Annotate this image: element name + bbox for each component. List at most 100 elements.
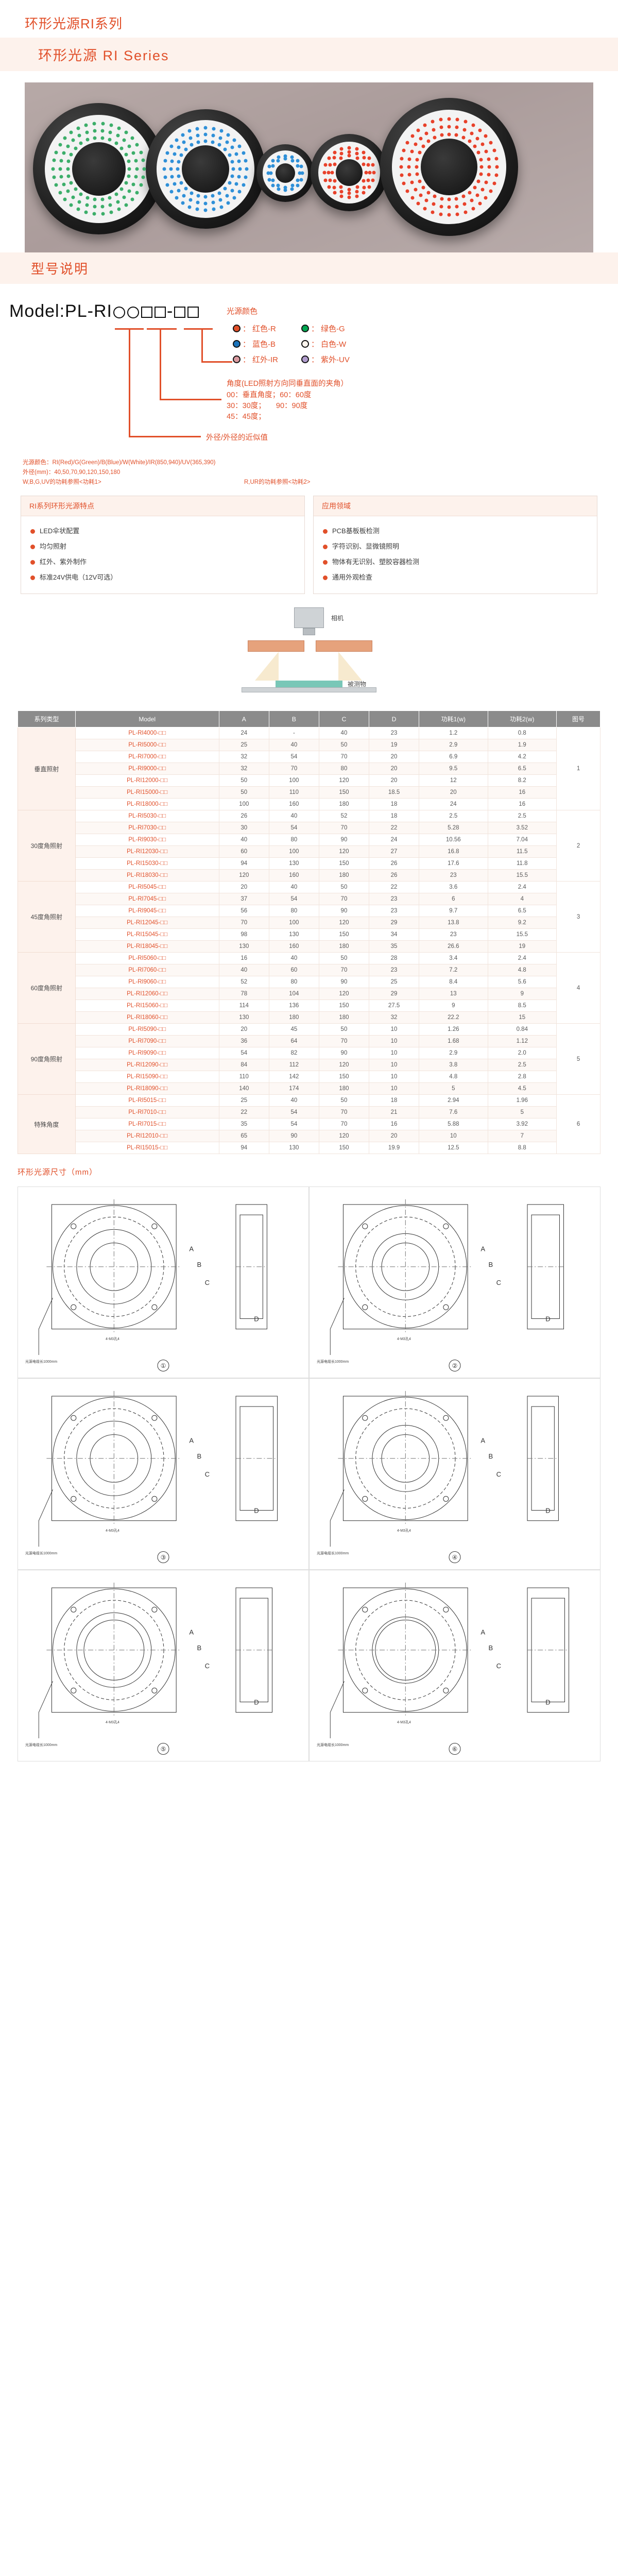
legend-item-green: ： 绿色-G [301, 323, 345, 334]
bullet-icon [323, 529, 328, 534]
outer-diameter-legend: 外径/外径的近似值 [206, 434, 268, 442]
model-notes: 光源颜色：RI(Red)/G(Green)/B(Blue)/W(White)/I… [0, 456, 618, 487]
svg-text:A: A [189, 1437, 194, 1445]
svg-text:C: C [205, 1662, 210, 1670]
value-cell: 150 [318, 1071, 369, 1083]
table-row: PL-RI15090-□□ 110 142 150 10 4.8 2.8 [18, 1071, 600, 1083]
value-cell: 8.4 [419, 976, 488, 988]
cable-length-label: 光源电缆长1000mm [25, 1743, 58, 1747]
svg-text:B: B [488, 1261, 493, 1268]
series-group-cell: 60度角照射 [18, 952, 76, 1024]
table-row: PL-RI15030-□□ 94 130 150 26 17.6 11.8 [18, 857, 600, 870]
note-power: W,B,G,UV的功耗参照<功耗1> R,UR的功耗参照<功耗2> [23, 478, 618, 487]
table-row: PL-RI7045-□□ 37 54 70 23 6 4 [18, 893, 600, 905]
svg-text:D: D [254, 1315, 259, 1323]
value-cell: 180 [268, 1011, 319, 1024]
value-cell: 4.8 [419, 1071, 488, 1083]
value-cell: 180 [318, 940, 369, 953]
table-row: 垂直照射 PL-RI4000-□□ 24-40 23 1.2 0.8 1 [18, 727, 600, 810]
figure-number-cell: 1 [556, 727, 600, 810]
legend-item-blue: ： 蓝色-B [233, 338, 276, 349]
value-cell: 100 [268, 917, 319, 929]
table-row: PL-RI5000-□□ 25 40 50 19 2.9 1.9 [18, 739, 600, 751]
value-cell: 30 [218, 822, 269, 834]
model-cell: PL-RI5045-□□ [75, 881, 219, 893]
value-cell: 10.56 [419, 834, 488, 846]
value-cell: 54 [268, 1106, 319, 1118]
illumination-schematic: 相机 被测物 [198, 607, 420, 705]
color-dot-blue [233, 340, 241, 348]
legend-item-ir: ： 红外-IR [233, 354, 278, 365]
value-cell: 10 [368, 1059, 420, 1071]
model-cell: PL-RI15000-□□ [75, 786, 219, 799]
cable-length-label: 光源电缆长1000mm [317, 1552, 349, 1555]
value-cell: 140 [218, 1082, 269, 1095]
value-cell: 56 [218, 905, 269, 917]
value-cell: 5 [487, 1106, 557, 1118]
table-row: 90度角照射 PL-RI5090-□□ 20 45 50 10 1.26 0.84 5 [18, 1023, 600, 1095]
model-cell: PL-RI7000-□□ [75, 751, 219, 763]
value-cell: 19 [368, 739, 420, 751]
table-row: PL-RI15015-□□ 94 130 150 19.9 12.5 8.8 [18, 1142, 600, 1154]
series-group-cell: 90度角照射 [18, 1023, 76, 1095]
table-row: PL-RI9000-□□ 32 70 80 20 9.5 6.5 [18, 762, 600, 775]
th-fig: 图号 [556, 710, 600, 727]
panel-applications-list: PCB基板板检测 字符识别、显微镜照明 物体有无识别、塑胶容器检测 通用外观检查 [314, 516, 597, 594]
value-cell: 40 [218, 834, 269, 846]
value-cell: 78 [218, 988, 269, 1000]
code-circle-1 [113, 306, 125, 318]
value-cell: 17.6 [419, 857, 488, 870]
leader-hline-3 [201, 361, 232, 363]
value-cell: 50 [318, 739, 369, 751]
camera-lens-icon [303, 628, 315, 635]
model-cell: PL-RI7045-□□ [75, 893, 219, 905]
panel-features: RI系列环形光源特点 LED伞状配置 均匀照射 红外、紫外制作 标准24V供电（… [21, 496, 305, 594]
value-cell: 16.8 [419, 845, 488, 858]
model-cell: PL-RI12030-□□ [75, 845, 219, 858]
value-cell: 23 [368, 727, 420, 739]
svg-text:B: B [197, 1644, 201, 1652]
svg-text:C: C [205, 1470, 210, 1478]
value-cell: 9 [419, 999, 488, 1012]
value-cell: 90 [318, 905, 369, 917]
value-cell: 2.5 [487, 1059, 557, 1071]
value-cell: 80 [268, 834, 319, 846]
value-cell: 98 [218, 928, 269, 941]
model-cell: PL-RI18090-□□ [75, 1082, 219, 1095]
value-cell: 110 [268, 786, 319, 799]
value-cell: 94 [218, 1142, 269, 1154]
figure-number: ④ [449, 1551, 461, 1563]
value-cell: 5.6 [487, 976, 557, 988]
value-cell: 40 [268, 881, 319, 893]
value-cell: 8.5 [487, 999, 557, 1012]
value-cell: 82 [268, 1047, 319, 1059]
code-square-4 [187, 307, 199, 318]
value-cell: 50 [318, 1023, 369, 1036]
list-item: 字符识别、显微镜照明 [323, 539, 597, 554]
drawings-heading: 环形光源尺寸（mm） [18, 1168, 97, 1177]
model-cell: PL-RI12060-□□ [75, 988, 219, 1000]
drawing-cell: A B C D 光源电缆长1000mm 4-M3孔4 ② [309, 1187, 600, 1378]
figure-number: ① [157, 1360, 169, 1371]
value-cell: 50 [218, 786, 269, 799]
model-cell: PL-RI15030-□□ [75, 857, 219, 870]
series-group-cell: 45度角照射 [18, 881, 76, 953]
model-section-heading: 型号说明 [0, 252, 618, 284]
value-cell: 12.5 [419, 1142, 488, 1154]
value-cell: 22.2 [419, 1011, 488, 1024]
value-cell: 4.2 [487, 751, 557, 763]
drawing-cell: A B C D 光源电缆长1000mm 4-M3孔4 ① [18, 1187, 309, 1378]
value-cell: 180 [318, 869, 369, 882]
svg-text:C: C [496, 1279, 501, 1286]
value-cell: 22 [218, 1106, 269, 1118]
value-cell: 16 [218, 952, 269, 964]
value-cell: 24 [368, 834, 420, 846]
panel-applications-title: 应用领域 [314, 496, 597, 516]
model-cell: PL-RI18045-□□ [75, 940, 219, 953]
mounting-hole-label: 4-M3孔4 [106, 1529, 119, 1533]
value-cell: 23 [419, 869, 488, 882]
ring-light-red-small [311, 134, 388, 211]
value-cell: 160 [268, 798, 319, 810]
svg-text:D: D [545, 1699, 550, 1706]
value-cell: 50 [318, 881, 369, 893]
